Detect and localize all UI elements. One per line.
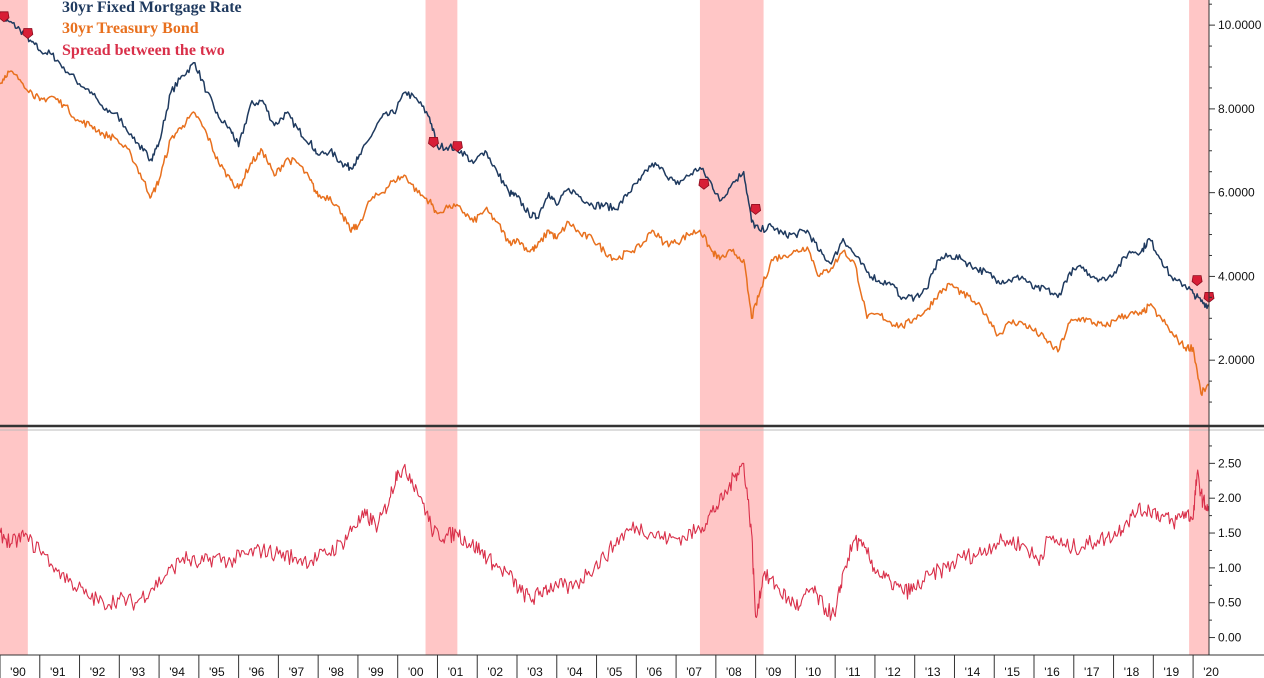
recession-band-2 bbox=[699, 0, 764, 655]
event-marker-3 bbox=[451, 141, 463, 153]
x-tick-label: '09 bbox=[766, 665, 782, 678]
bottom-y-tick-label: 0.50 bbox=[1218, 596, 1242, 610]
top-panel bbox=[0, 11, 1215, 397]
x-tick-label: '91 bbox=[50, 665, 66, 678]
bottom-y-tick-label: 2.00 bbox=[1218, 491, 1242, 505]
event-marker-5 bbox=[750, 203, 762, 215]
x-tick-label: '97 bbox=[289, 665, 305, 678]
event-marker-4 bbox=[698, 178, 710, 190]
x-tick-label: '06 bbox=[646, 665, 662, 678]
legend: 30yr Fixed Mortgage Rate 30yr Treasury B… bbox=[62, 0, 242, 59]
x-tick-label: '93 bbox=[129, 665, 145, 678]
recession-band-1 bbox=[425, 0, 458, 655]
x-tick-label: '94 bbox=[169, 665, 185, 678]
x-tick-label: '05 bbox=[607, 665, 623, 678]
event-marker-6 bbox=[1191, 275, 1203, 287]
bottom-y-tick-label: 2.50 bbox=[1218, 456, 1242, 470]
x-tick-label: '99 bbox=[368, 665, 384, 678]
series-line-treasury bbox=[0, 70, 1210, 397]
top-y-tick-label: 2.0000 bbox=[1218, 353, 1255, 367]
x-tick-label: '11 bbox=[846, 665, 861, 678]
x-tick-label: '00 bbox=[408, 665, 424, 678]
recession-band-0 bbox=[0, 0, 28, 655]
event-marker-1 bbox=[22, 28, 34, 40]
x-tick-label: '03 bbox=[527, 665, 543, 678]
bottom-y-tick-label: 1.00 bbox=[1218, 561, 1242, 575]
legend-entry-mortgage: 30yr Fixed Mortgage Rate bbox=[62, 0, 242, 16]
x-tick-label: '92 bbox=[90, 665, 106, 678]
x-tick-label: '90 bbox=[10, 665, 26, 678]
x-tick-label: '13 bbox=[925, 665, 941, 678]
x-tick-label: '08 bbox=[726, 665, 742, 678]
top-y-tick-label: 10.0000 bbox=[1218, 18, 1262, 32]
x-tick-label: '18 bbox=[1124, 665, 1140, 678]
top-y-tick-label: 8.0000 bbox=[1218, 102, 1255, 116]
x-tick-label: '01 bbox=[448, 665, 464, 678]
x-tick-label: '16 bbox=[1044, 665, 1060, 678]
bottom-y-tick-label: 1.50 bbox=[1218, 526, 1242, 540]
x-tick-label: '10 bbox=[806, 665, 822, 678]
x-tick-label: '14 bbox=[965, 665, 981, 678]
x-tick-label: '20 bbox=[1203, 665, 1219, 678]
x-tick-label: '07 bbox=[686, 665, 702, 678]
event-marker-2 bbox=[428, 136, 439, 148]
x-tick-label: '15 bbox=[1004, 665, 1020, 678]
x-tick-label: '98 bbox=[328, 665, 344, 678]
bottom-y-tick-label: 0.00 bbox=[1218, 631, 1242, 645]
legend-entry-spread: Spread between the two bbox=[62, 42, 225, 59]
x-tick-label: '19 bbox=[1164, 665, 1180, 678]
x-tick-label: '04 bbox=[567, 665, 583, 678]
bottom-panel bbox=[0, 462, 1210, 621]
top-y-tick-label: 6.0000 bbox=[1218, 186, 1255, 200]
legend-entry-treasury: 30yr Treasury Bond bbox=[62, 20, 199, 37]
x-tick-label: '17 bbox=[1084, 665, 1100, 678]
x-tick-label: '95 bbox=[209, 665, 225, 678]
event-marker-0 bbox=[0, 11, 10, 23]
series-line-mortgage bbox=[0, 13, 1210, 310]
x-tick-label: '02 bbox=[487, 665, 503, 678]
top-y-tick-label: 4.0000 bbox=[1218, 269, 1255, 283]
x-tick-label: '96 bbox=[249, 665, 265, 678]
series-line-spread bbox=[0, 462, 1210, 621]
recession-band-3 bbox=[1189, 0, 1209, 655]
x-tick-label: '12 bbox=[885, 665, 901, 678]
